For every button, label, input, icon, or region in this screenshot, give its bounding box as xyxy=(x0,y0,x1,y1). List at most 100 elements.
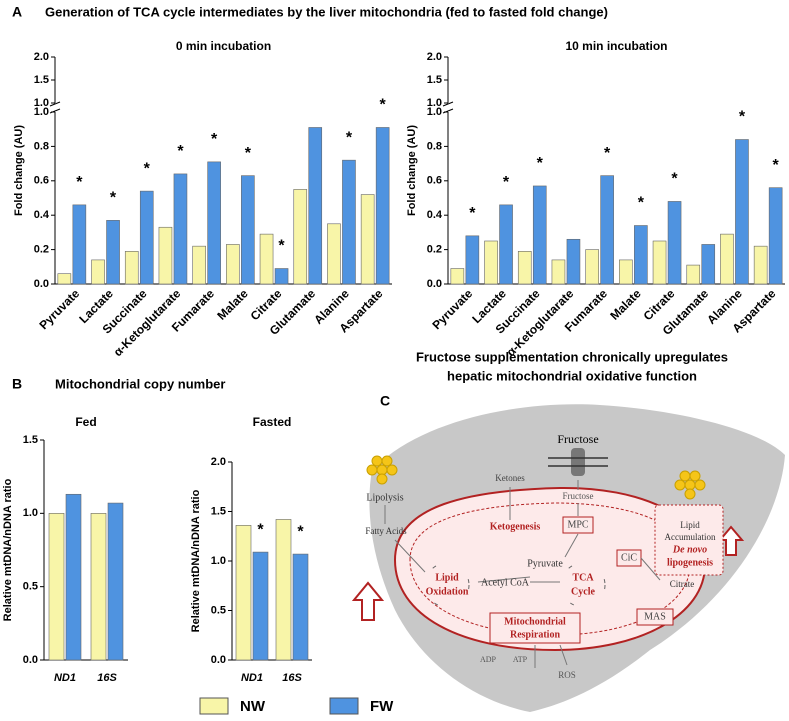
bar xyxy=(57,273,72,285)
y-tick-label: 1.5 xyxy=(211,505,226,517)
y-tick-label: 1.5 xyxy=(23,434,38,446)
bar xyxy=(106,220,120,285)
y-axis-label: Fold change (AU) xyxy=(13,125,25,216)
bar xyxy=(499,204,513,285)
axis-break xyxy=(49,108,61,114)
diagram xyxy=(351,404,785,712)
panel-letter: B xyxy=(12,376,22,392)
bar xyxy=(360,194,375,285)
bar xyxy=(768,187,783,285)
bar xyxy=(72,204,87,285)
mas-box xyxy=(636,608,674,626)
y-tick-label: 1.0 xyxy=(211,555,226,567)
bar xyxy=(192,245,206,285)
panel-title: hepatic mitochondrial oxidative function xyxy=(447,368,697,383)
significance-star: * xyxy=(76,174,83,191)
diagram-label: Lipolysis xyxy=(366,492,403,503)
bar xyxy=(619,259,633,285)
bar xyxy=(90,513,107,661)
bar xyxy=(585,249,599,285)
y-tick-label: 2.0 xyxy=(427,51,442,63)
bar xyxy=(532,185,547,285)
x-tick-label: ND1 xyxy=(241,672,263,684)
bar xyxy=(207,161,221,285)
diagram-label: MAS xyxy=(644,611,666,622)
y-tick-label: 1.0 xyxy=(34,97,49,109)
y-tick-label: 2.0 xyxy=(34,51,49,63)
diagram-label: Lipid xyxy=(435,572,459,583)
lipid-droplets xyxy=(366,455,706,500)
diagram-label: ROS xyxy=(558,670,576,680)
y-axis-label: Fold change (AU) xyxy=(406,125,418,216)
significance-star: * xyxy=(278,238,285,255)
diagram-label: Accumulation xyxy=(665,532,716,542)
legend-label: NW xyxy=(240,698,266,715)
bar xyxy=(735,139,749,285)
y-tick-label: 0.8 xyxy=(34,140,49,152)
panel-title: Fructose supplementation chronically upr… xyxy=(416,349,728,364)
y-tick-label: 0.6 xyxy=(427,175,442,187)
y-tick-label: 0.4 xyxy=(34,209,50,221)
y-tick-label: 0.5 xyxy=(23,581,38,593)
x-tick-label: Malate xyxy=(214,286,251,323)
bar xyxy=(107,502,124,661)
bar xyxy=(652,240,667,285)
significance-star: * xyxy=(245,145,252,162)
bar xyxy=(720,233,734,285)
bar xyxy=(551,259,566,285)
bar xyxy=(252,551,269,661)
y-axis-label: Relative mtDNA/nDNA ratio xyxy=(190,489,202,632)
significance-star: * xyxy=(144,160,151,177)
chart-title: 10 min incubation xyxy=(565,39,667,53)
bar xyxy=(259,233,274,285)
y-tick-label: 0.0 xyxy=(23,654,38,666)
transporter xyxy=(571,448,585,476)
bar xyxy=(91,259,105,285)
significance-star: * xyxy=(604,145,611,162)
bar xyxy=(173,173,188,285)
diagram-label: lipogenesis xyxy=(667,557,713,568)
significance-star: * xyxy=(469,205,476,222)
bar xyxy=(686,264,701,285)
diagram-label: Mitochondrial xyxy=(504,616,566,627)
significance-star: * xyxy=(503,174,510,191)
diagram-label: Fructose xyxy=(563,491,594,501)
chart-title: Fed xyxy=(75,415,96,429)
diagram-label: Oxidation xyxy=(426,586,469,597)
panel-letter: A xyxy=(12,4,22,20)
diagram-label: Pyruvate xyxy=(527,558,563,569)
y-tick-label: 1.0 xyxy=(427,106,442,118)
significance-star: * xyxy=(110,190,117,207)
diagram-label: Citrate xyxy=(670,579,695,589)
bar xyxy=(484,240,498,285)
bar xyxy=(274,268,289,285)
diagram-label: De novo xyxy=(672,544,707,555)
y-tick-label: 2.0 xyxy=(211,456,226,468)
y-tick-label: 1.5 xyxy=(427,74,442,86)
bar xyxy=(308,127,323,285)
significance-star: * xyxy=(638,195,645,212)
up-arrow xyxy=(351,581,385,621)
significance-star: * xyxy=(257,521,264,538)
bar xyxy=(450,268,465,285)
significance-star: * xyxy=(537,155,544,172)
significance-star: * xyxy=(380,97,387,114)
bar xyxy=(600,175,614,285)
y-tick-label: 0.0 xyxy=(34,278,49,290)
axis-break xyxy=(49,101,61,107)
bar xyxy=(342,159,356,285)
axis-break xyxy=(442,101,454,107)
y-tick-label: 0.2 xyxy=(34,244,49,256)
diagram-label: Fatty Acids xyxy=(365,526,407,536)
significance-star: * xyxy=(346,129,353,146)
bar xyxy=(634,225,648,285)
bar xyxy=(465,235,480,285)
bar xyxy=(327,223,341,285)
cycle-arrow xyxy=(424,562,470,608)
panel-letter: C xyxy=(380,393,390,409)
significance-star: * xyxy=(773,157,780,174)
x-tick-label: Pyruvate xyxy=(36,286,82,332)
bar xyxy=(139,190,154,285)
bar xyxy=(65,493,82,661)
